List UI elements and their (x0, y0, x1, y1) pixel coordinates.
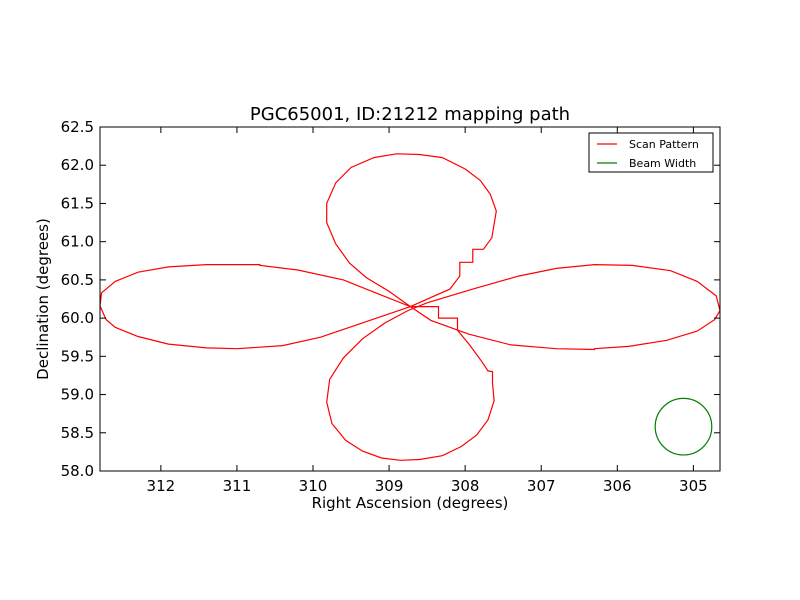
plot-area: 312 311 310 309 308 307 306 305 58.0 58.5 59.0 59.5… (61, 118, 721, 495)
y-tick-label: 61.0 (61, 233, 94, 251)
x-tick-label: 311 (223, 477, 252, 495)
y-tick-label: 58.0 (61, 462, 94, 480)
legend-label: Scan Pattern (629, 138, 699, 151)
plot-frame (99, 126, 721, 472)
y-tick-label: 60.5 (61, 271, 94, 289)
legend: Scan Pattern Beam Width (588, 132, 714, 173)
x-tick-label: 307 (527, 477, 556, 495)
series-line-scan-pattern (100, 153, 720, 461)
y-tick-label: 60.0 (61, 309, 94, 327)
y-tick-label: 62.5 (61, 118, 94, 136)
y-tick-label: 59.5 (61, 347, 94, 365)
x-tick-label: 309 (375, 477, 404, 495)
y-tick-label: 62.0 (61, 156, 94, 174)
beam-width-circle (654, 397, 713, 456)
y-tick-label: 58.5 (61, 424, 94, 442)
x-tick-label: 308 (451, 477, 480, 495)
y-tick-label: 61.5 (61, 194, 94, 212)
x-tick-label: 310 (299, 477, 328, 495)
chart-title: PGC65001, ID:21212 mapping path (250, 104, 570, 125)
x-tick-label: 312 (147, 477, 176, 495)
y-tick-label: 59.0 (61, 386, 94, 404)
legend-box (588, 132, 714, 173)
x-axis-label: Right Ascension (degrees) (312, 494, 509, 512)
x-tick-label: 305 (679, 477, 708, 495)
x-tick-label: 306 (603, 477, 632, 495)
legend-label: Beam Width (629, 157, 696, 170)
y-axis-label: Declination (degrees) (34, 218, 52, 380)
